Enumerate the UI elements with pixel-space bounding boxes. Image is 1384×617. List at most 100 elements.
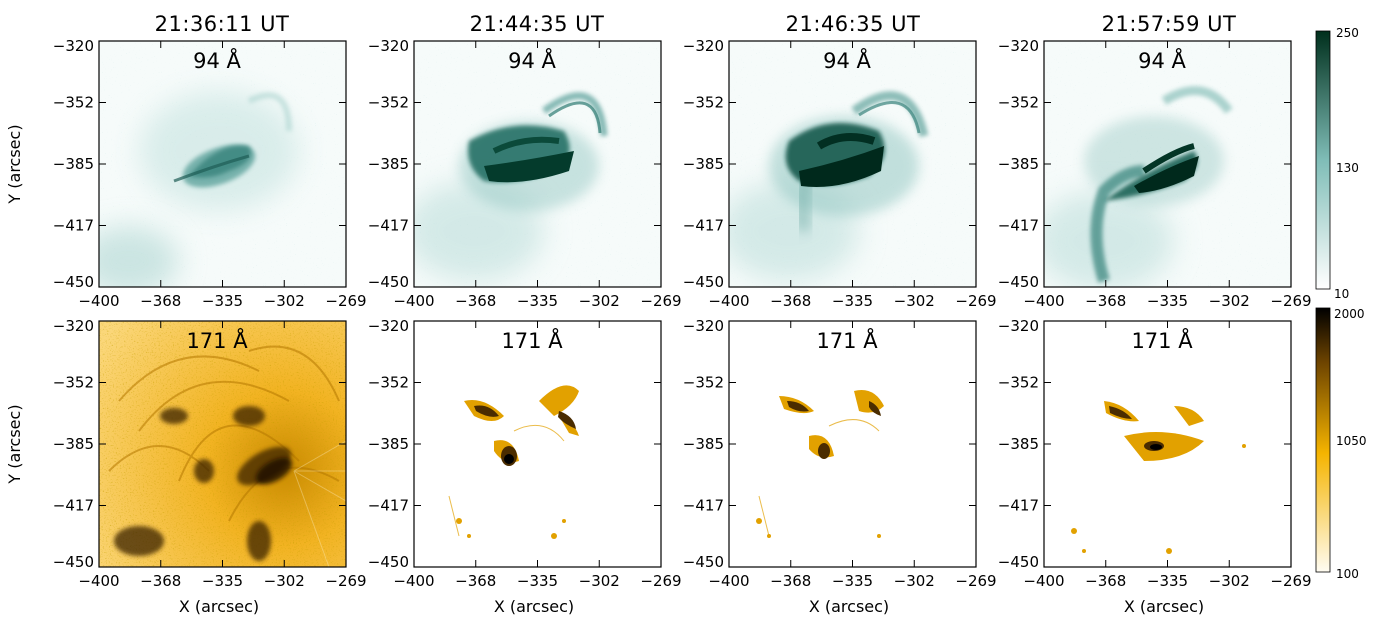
y-tick-label-94-t4-2: −385 [998, 155, 1039, 173]
x-tick-label-171-t2-3: −302 [579, 572, 620, 590]
wavelength-label-171-2: 171 Å [501, 327, 563, 353]
x-tick-label-171-t1-0: −400 [78, 572, 119, 590]
panel-94-t4 [1044, 41, 1291, 287]
colorbar-94-gradient [1315, 30, 1331, 290]
x-tick-label-171-t4-0: −400 [1023, 572, 1064, 590]
y-tick-label-171-t4-4: −450 [998, 553, 1039, 571]
y-tick-label-94-t2-4: −450 [368, 273, 409, 291]
y-tick-label-171-t2-2: −385 [368, 435, 409, 453]
x-tick-label-94-t1-3: −302 [264, 292, 305, 310]
x-tick-label-171-t1-4: −269 [325, 572, 366, 590]
x-tick-label-94-t3-0: −400 [708, 292, 749, 310]
wavelength-label-94-4: 94 Å [1138, 47, 1186, 73]
y-tick-label-94-t2-2: −385 [368, 155, 409, 173]
y-tick-label-94-t2-1: −352 [368, 94, 409, 112]
y-tick-label-94-t3-3: −417 [683, 217, 724, 235]
y-tick-label-94-t2-0: −320 [368, 37, 409, 55]
x-tick-label-94-t1-4: −269 [325, 292, 366, 310]
x-tick-label-94-t4-3: −302 [1209, 292, 1250, 310]
panel-171-t4 [1044, 321, 1291, 567]
wavelength-label-171-4: 171 Å [1131, 327, 1193, 353]
panel-94-t3 [729, 41, 976, 287]
y-tick-label-94-t3-0: −320 [683, 37, 724, 55]
x-tick-label-171-t4-4: −269 [1270, 572, 1311, 590]
axes: −400 −368 −335 −302 −269−320−352−385−417−450… [53, 37, 1312, 590]
colorbar-94: 250 130 10 [1315, 26, 1359, 301]
y-tick-label-94-t4-1: −352 [998, 94, 1039, 112]
time-label-4: 21:57:59 UT [1102, 12, 1237, 36]
x-tick-label-171-t1-2: −335 [202, 572, 243, 590]
x-tick-label-171-t3-2: −335 [832, 572, 873, 590]
x-tick-label-171-t1-1: −368 [140, 572, 181, 590]
x-tick-label-94-t1-2: −335 [202, 292, 243, 310]
time-label-2: 21:44:35 UT [470, 12, 605, 36]
y-tick-label-94-t1-2: −385 [53, 155, 94, 173]
y-tick-label-171-t4-2: −385 [998, 435, 1039, 453]
y-tick-label-94-t1-3: −417 [53, 217, 94, 235]
panel-171-t3 [729, 321, 976, 567]
y-tick-label-171-t2-4: −450 [368, 553, 409, 571]
x-tick-label-94-t4-1: −368 [1085, 292, 1126, 310]
colorbar-171-tick-max-bottom: 100 [1336, 567, 1359, 581]
x-tick-label-94-t1-0: −400 [78, 292, 119, 310]
colorbar-171: 2000 1050 100 [1315, 307, 1367, 581]
x-tick-label-94-t4-2: −335 [1147, 292, 1188, 310]
y-tick-label-171-t3-1: −352 [683, 374, 724, 392]
x-tick-label-171-t1-3: −302 [264, 572, 305, 590]
y-tick-label-171-t4-3: −417 [998, 497, 1039, 515]
y-tick-label-171-t3-3: −417 [683, 497, 724, 515]
y-tick-label-171-t4-1: −352 [998, 374, 1039, 392]
y-tick-label-94-t3-2: −385 [683, 155, 724, 173]
y-tick-label-171-t1-3: −417 [53, 497, 94, 515]
y-tick-label-94-t1-1: −352 [53, 94, 94, 112]
y-tick-label-171-t3-2: −385 [683, 435, 724, 453]
wavelength-label-94-1: 94 Å [193, 47, 241, 73]
x-tick-label-171-t4-3: −302 [1209, 572, 1250, 590]
y-tick-label-171-t2-1: −352 [368, 374, 409, 392]
wavelength-labels: 94 Å 94 Å 94 Å 94 Å 171 Å 171 Å 171 Å 17… [186, 47, 1193, 353]
x-tick-label-171-t2-0: −400 [393, 572, 434, 590]
panel-94-t1 [99, 41, 346, 287]
x-tick-label-94-t2-4: −269 [640, 292, 681, 310]
x-tick-label-94-t2-0: −400 [393, 292, 434, 310]
x-tick-label-171-t3-4: −269 [955, 572, 996, 590]
y-tick-label-171-t4-0: −320 [998, 317, 1039, 335]
y-tick-label-171-t2-3: −417 [368, 497, 409, 515]
y-axis-label-row2: Y (arcsec) [5, 404, 24, 484]
y-tick-label-94-t4-0: −320 [998, 37, 1039, 55]
x-tick-label-171-t2-1: −368 [455, 572, 496, 590]
y-tick-label-94-t1-0: −320 [53, 37, 94, 55]
x-axis-label-4: X (arcsec) [1124, 597, 1204, 616]
x-axis-label-2: X (arcsec) [494, 597, 574, 616]
axis-labels: Y (arcsec) Y (arcsec) X (arcsec) X (arcs… [5, 124, 1204, 616]
x-tick-label-171-t3-3: −302 [894, 572, 935, 590]
x-tick-label-94-t4-4: −269 [1270, 292, 1311, 310]
x-tick-label-94-t3-1: −368 [770, 292, 811, 310]
x-tick-label-94-t2-2: −335 [517, 292, 558, 310]
x-tick-label-171-t4-1: −368 [1085, 572, 1126, 590]
wavelength-label-171-3: 171 Å [816, 327, 878, 353]
wavelength-label-171-1: 171 Å [186, 327, 248, 353]
y-tick-label-94-t3-4: −450 [683, 273, 724, 291]
x-tick-label-171-t2-4: −269 [640, 572, 681, 590]
y-tick-label-171-t3-0: −320 [683, 317, 724, 335]
time-label-3: 21:46:35 UT [786, 12, 921, 36]
time-labels: 21:36:11 UT 21:44:35 UT 21:46:35 UT 21:5… [155, 12, 1237, 36]
y-tick-label-94-t2-3: −417 [368, 217, 409, 235]
wavelength-label-94-2: 94 Å [508, 47, 556, 73]
panel-171-t2 [414, 321, 661, 567]
x-tick-label-171-t3-0: −400 [708, 572, 749, 590]
x-tick-label-94-t4-0: −400 [1023, 292, 1064, 310]
colorbar-171-tick-max: 2000 [1334, 307, 1365, 321]
x-tick-label-94-t2-1: −368 [455, 292, 496, 310]
y-tick-label-171-t1-1: −352 [53, 374, 94, 392]
colorbar-94-tick-min: 10 [1334, 287, 1349, 301]
x-tick-label-94-t2-3: −302 [579, 292, 620, 310]
x-axis-label-3: X (arcsec) [809, 597, 889, 616]
colorbar-171-tick-mid: 1050 [1336, 434, 1367, 448]
y-tick-label-94-t3-1: −352 [683, 94, 724, 112]
time-label-1: 21:36:11 UT [155, 12, 290, 36]
x-tick-label-94-t3-4: −269 [955, 292, 996, 310]
x-tick-label-94-t3-3: −302 [894, 292, 935, 310]
